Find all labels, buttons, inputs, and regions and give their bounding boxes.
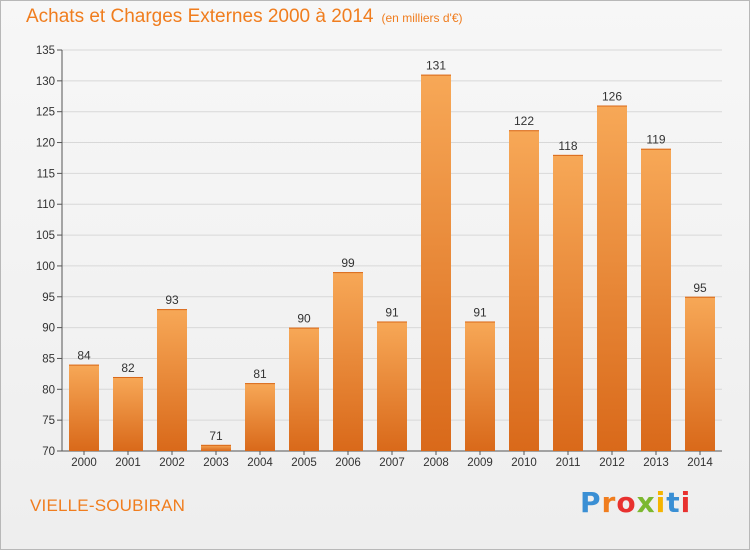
bar <box>597 105 627 452</box>
y-tick-label: 115 <box>37 168 55 180</box>
value-label: 91 <box>473 305 487 319</box>
value-label: 122 <box>514 114 534 128</box>
logo-letter: P <box>580 486 602 519</box>
y-tick-label: 120 <box>36 138 55 150</box>
logo-letter: r <box>601 486 617 519</box>
value-label: 131 <box>426 59 446 73</box>
bar <box>465 321 495 451</box>
y-tick-label: 95 <box>42 292 55 304</box>
value-label: 91 <box>385 305 399 319</box>
value-label: 90 <box>297 312 311 326</box>
bar <box>289 327 319 451</box>
logo-letter: t <box>666 486 681 519</box>
bar <box>245 383 275 451</box>
x-tick-label: 2008 <box>423 457 449 469</box>
value-label: 93 <box>165 293 179 307</box>
value-label: 118 <box>558 139 577 153</box>
chart-subtitle: (en milliers d'€) <box>381 11 463 25</box>
bar <box>333 272 363 451</box>
x-tick-label: 2001 <box>115 457 141 469</box>
y-tick-label: 130 <box>36 76 55 88</box>
chart-title: Achats et Charges Externes 2000 à 2014 (e… <box>26 6 463 28</box>
x-tick-label: 2009 <box>467 457 493 469</box>
commune-name: VIELLE-SOUBIRAN <box>30 496 186 515</box>
x-tick-label: 2011 <box>556 457 581 469</box>
value-label: 99 <box>341 256 355 270</box>
y-tick-label: 85 <box>42 353 55 365</box>
bar <box>201 444 231 451</box>
x-tick-label: 2006 <box>335 457 361 469</box>
bar <box>641 148 671 451</box>
y-tick-label: 125 <box>36 107 55 119</box>
bar <box>113 376 143 451</box>
x-tick-label: 2003 <box>203 457 229 469</box>
bar <box>157 309 187 451</box>
x-tick-label: 2007 <box>379 457 405 469</box>
y-tick-label: 110 <box>37 199 55 211</box>
value-label: 126 <box>602 90 622 104</box>
x-tick-label: 2005 <box>291 457 317 469</box>
value-label: 119 <box>646 133 665 147</box>
x-tick-label: 2010 <box>511 457 537 469</box>
logo-letter: i <box>655 486 667 519</box>
bar <box>553 154 583 451</box>
logo-letter: i <box>680 486 692 519</box>
bar <box>509 130 539 451</box>
value-label: 95 <box>693 281 707 295</box>
chart-title-text: Achats et Charges Externes 2000 à 2014 <box>26 6 374 27</box>
x-tick-labels: 2000 2001 2002 2003 2004 2005 2006 2007 2008 2009… <box>71 457 713 469</box>
bar <box>421 74 451 451</box>
bar <box>377 321 407 451</box>
value-label: 71 <box>209 429 223 443</box>
value-label: 82 <box>121 361 135 375</box>
bars <box>69 74 715 452</box>
y-tick-label: 75 <box>42 415 55 427</box>
logo-letter: o <box>616 486 637 519</box>
x-tick-label: 2012 <box>599 457 625 469</box>
y-tick-labels: 70 75 80 85 90 95 100 105 110 115 120 125 130 135 <box>36 45 55 458</box>
value-label: 84 <box>77 349 91 363</box>
y-tick-label: 80 <box>42 384 55 396</box>
x-tick-label: 2004 <box>247 457 273 469</box>
y-tick-label: 135 <box>36 45 55 57</box>
y-tick-label: 70 <box>42 446 55 458</box>
y-tick-label: 100 <box>36 261 55 273</box>
y-tick-label: 90 <box>42 323 55 335</box>
value-label: 81 <box>253 367 267 381</box>
proxiti-logo[interactable]: Proxiti <box>580 486 691 519</box>
x-tick-label: 2002 <box>159 457 185 469</box>
y-tick-label: 105 <box>36 230 55 242</box>
x-tick-label: 2000 <box>71 457 97 469</box>
x-tick-label: 2014 <box>687 457 713 469</box>
x-tick-label: 2013 <box>643 457 669 469</box>
bar <box>69 364 99 451</box>
logo-letter: x <box>636 486 656 519</box>
value-labels: 84 82 93 71 81 90 99 91 131 91 122 118 126 119 95 <box>77 59 707 443</box>
bar <box>685 296 715 451</box>
